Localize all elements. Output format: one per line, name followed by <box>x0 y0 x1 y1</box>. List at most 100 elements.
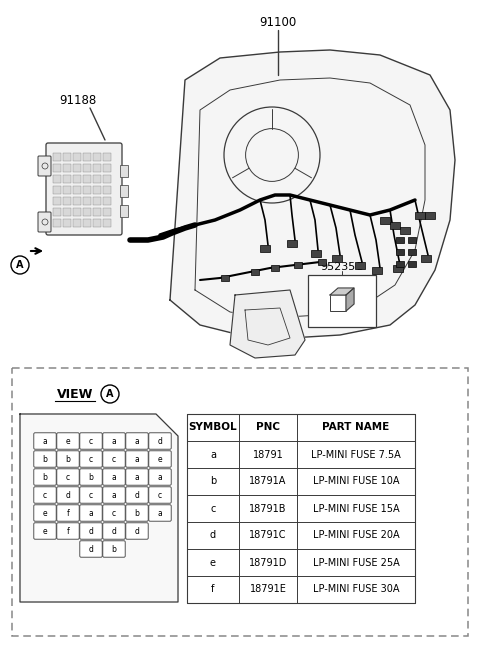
FancyBboxPatch shape <box>149 451 171 467</box>
FancyBboxPatch shape <box>103 433 125 449</box>
FancyBboxPatch shape <box>34 487 56 503</box>
Text: e: e <box>43 508 48 518</box>
Bar <box>221 275 229 281</box>
Text: c: c <box>112 455 116 464</box>
Bar <box>93 197 101 205</box>
FancyBboxPatch shape <box>46 143 122 235</box>
Bar <box>63 175 71 183</box>
FancyBboxPatch shape <box>149 505 171 522</box>
Bar <box>332 255 342 262</box>
Bar <box>53 186 61 194</box>
Text: LP-MINI FUSE 10A: LP-MINI FUSE 10A <box>313 476 399 487</box>
Text: 18791B: 18791B <box>249 504 287 514</box>
Bar <box>83 197 91 205</box>
Bar <box>120 185 128 197</box>
Text: SYMBOL: SYMBOL <box>189 422 237 432</box>
Text: 18791: 18791 <box>252 449 283 459</box>
Text: a: a <box>157 508 162 518</box>
Text: a: a <box>134 455 139 464</box>
Bar <box>330 295 346 311</box>
Polygon shape <box>346 288 354 311</box>
Bar <box>400 226 410 234</box>
Text: a: a <box>112 472 116 482</box>
FancyBboxPatch shape <box>103 469 125 485</box>
Text: a: a <box>134 472 139 482</box>
Bar <box>83 208 91 216</box>
Text: 91188: 91188 <box>60 94 96 106</box>
Text: c: c <box>158 491 162 499</box>
Bar <box>390 222 400 228</box>
Bar <box>73 219 81 227</box>
FancyBboxPatch shape <box>103 505 125 522</box>
Bar <box>83 186 91 194</box>
FancyBboxPatch shape <box>149 487 171 503</box>
Text: 18791E: 18791E <box>250 584 287 594</box>
Text: f: f <box>211 584 215 594</box>
Text: d: d <box>210 531 216 541</box>
Bar <box>103 208 111 216</box>
Bar <box>287 239 297 247</box>
Bar <box>271 265 279 271</box>
Text: b: b <box>43 472 48 482</box>
Text: d: d <box>89 544 94 554</box>
FancyBboxPatch shape <box>126 487 148 503</box>
Text: d: d <box>134 527 139 535</box>
Text: f: f <box>67 508 70 518</box>
FancyBboxPatch shape <box>34 523 56 539</box>
Bar <box>318 259 326 265</box>
Bar <box>83 175 91 183</box>
Bar <box>408 261 416 267</box>
Bar <box>83 153 91 161</box>
Text: LP-MINI FUSE 7.5A: LP-MINI FUSE 7.5A <box>311 449 401 459</box>
FancyBboxPatch shape <box>57 523 79 539</box>
FancyBboxPatch shape <box>12 368 468 636</box>
FancyBboxPatch shape <box>80 505 102 522</box>
Bar <box>53 164 61 172</box>
Bar <box>396 249 404 255</box>
Text: b: b <box>134 508 139 518</box>
FancyBboxPatch shape <box>34 433 56 449</box>
Text: e: e <box>43 527 48 535</box>
FancyBboxPatch shape <box>34 505 56 522</box>
Text: e: e <box>158 455 162 464</box>
Bar <box>415 211 425 218</box>
Bar <box>425 211 435 218</box>
Text: a: a <box>112 491 116 499</box>
Bar <box>372 266 382 274</box>
Bar <box>408 237 416 243</box>
Polygon shape <box>20 414 178 602</box>
Text: a: a <box>210 449 216 459</box>
Bar <box>73 153 81 161</box>
FancyBboxPatch shape <box>80 541 102 557</box>
Bar <box>53 175 61 183</box>
Bar <box>311 249 321 256</box>
FancyBboxPatch shape <box>80 469 102 485</box>
FancyBboxPatch shape <box>103 541 125 557</box>
FancyBboxPatch shape <box>126 451 148 467</box>
Bar <box>93 175 101 183</box>
Text: a: a <box>112 436 116 445</box>
FancyBboxPatch shape <box>149 433 171 449</box>
Text: A: A <box>16 260 24 270</box>
FancyBboxPatch shape <box>149 469 171 485</box>
FancyBboxPatch shape <box>80 433 102 449</box>
Text: e: e <box>210 558 216 567</box>
Text: 18791A: 18791A <box>249 476 287 487</box>
Text: d: d <box>89 527 94 535</box>
Bar <box>93 164 101 172</box>
FancyBboxPatch shape <box>34 469 56 485</box>
Text: a: a <box>157 472 162 482</box>
FancyBboxPatch shape <box>57 469 79 485</box>
Bar <box>260 245 270 251</box>
Text: c: c <box>66 472 70 482</box>
Text: d: d <box>111 527 117 535</box>
Text: c: c <box>43 491 47 499</box>
FancyBboxPatch shape <box>103 523 125 539</box>
FancyBboxPatch shape <box>57 451 79 467</box>
FancyBboxPatch shape <box>38 212 51 232</box>
Bar <box>93 219 101 227</box>
Bar <box>294 262 302 268</box>
Text: LP-MINI FUSE 25A: LP-MINI FUSE 25A <box>312 558 399 567</box>
FancyBboxPatch shape <box>126 505 148 522</box>
Bar <box>103 197 111 205</box>
